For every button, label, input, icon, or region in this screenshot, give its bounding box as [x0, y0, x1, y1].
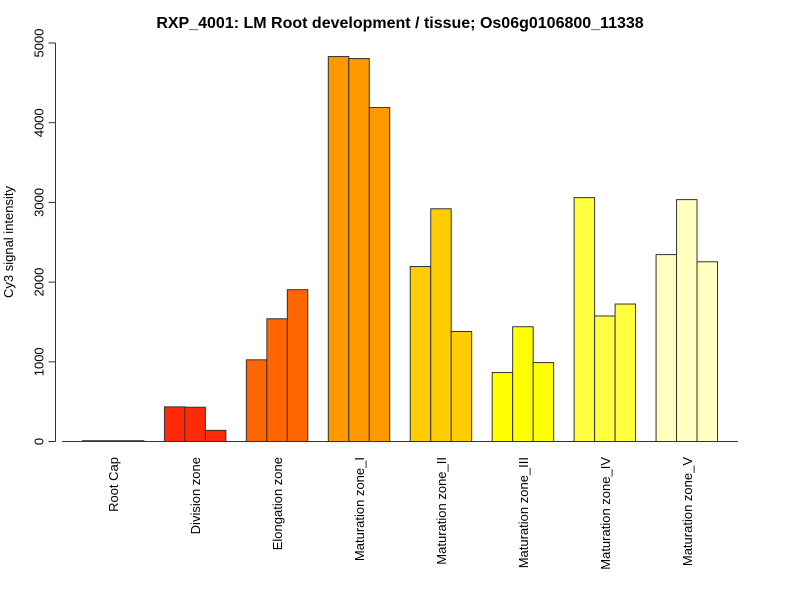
bar	[655, 254, 678, 442]
bar	[450, 331, 473, 443]
bar	[532, 362, 555, 442]
bar	[327, 56, 350, 442]
x-tick-label: Root Cap	[106, 457, 121, 512]
y-axis-label: Cy3 signal intensity	[1, 186, 16, 298]
chart-title: RXP_4001: LM Root development / tissue; …	[156, 15, 643, 32]
y-tick-label: 4000	[32, 108, 47, 137]
bar	[348, 58, 370, 442]
bar	[286, 289, 309, 443]
x-tick-label: Maturation zone_II	[434, 457, 449, 565]
bar	[163, 406, 186, 443]
x-tick-label: Maturation zone_I	[352, 457, 367, 561]
x-tick-label: Maturation zone_III	[516, 457, 531, 568]
bar	[676, 199, 698, 442]
y-tick-label: 0	[32, 438, 47, 445]
bar	[594, 315, 616, 442]
x-tick-label: Maturation zone_V	[680, 457, 695, 566]
x-tick-label: Elongation zone	[270, 457, 285, 550]
y-axis: 0 1000 2000 3000 4000 5000	[32, 29, 56, 445]
bar	[614, 303, 637, 442]
category-labels: Root Cap Division zone Elongation zone Matu…	[106, 457, 695, 570]
y-tick-label: 3000	[32, 188, 47, 217]
y-tick-label: 5000	[32, 29, 47, 58]
bar	[512, 326, 534, 442]
bar	[409, 266, 432, 442]
bar	[204, 429, 227, 443]
x-tick-label: Division zone	[188, 457, 203, 534]
bar	[696, 261, 719, 442]
y-tick-label: 2000	[32, 268, 47, 297]
bar	[266, 318, 288, 442]
bars	[81, 56, 719, 443]
bar	[491, 372, 514, 443]
bar	[573, 197, 596, 442]
x-tick-label: Maturation zone_IV	[598, 457, 613, 570]
bar	[368, 107, 391, 442]
y-tick-label: 1000	[32, 347, 47, 376]
bar	[430, 208, 452, 442]
bar	[245, 359, 268, 442]
bar	[184, 406, 206, 443]
